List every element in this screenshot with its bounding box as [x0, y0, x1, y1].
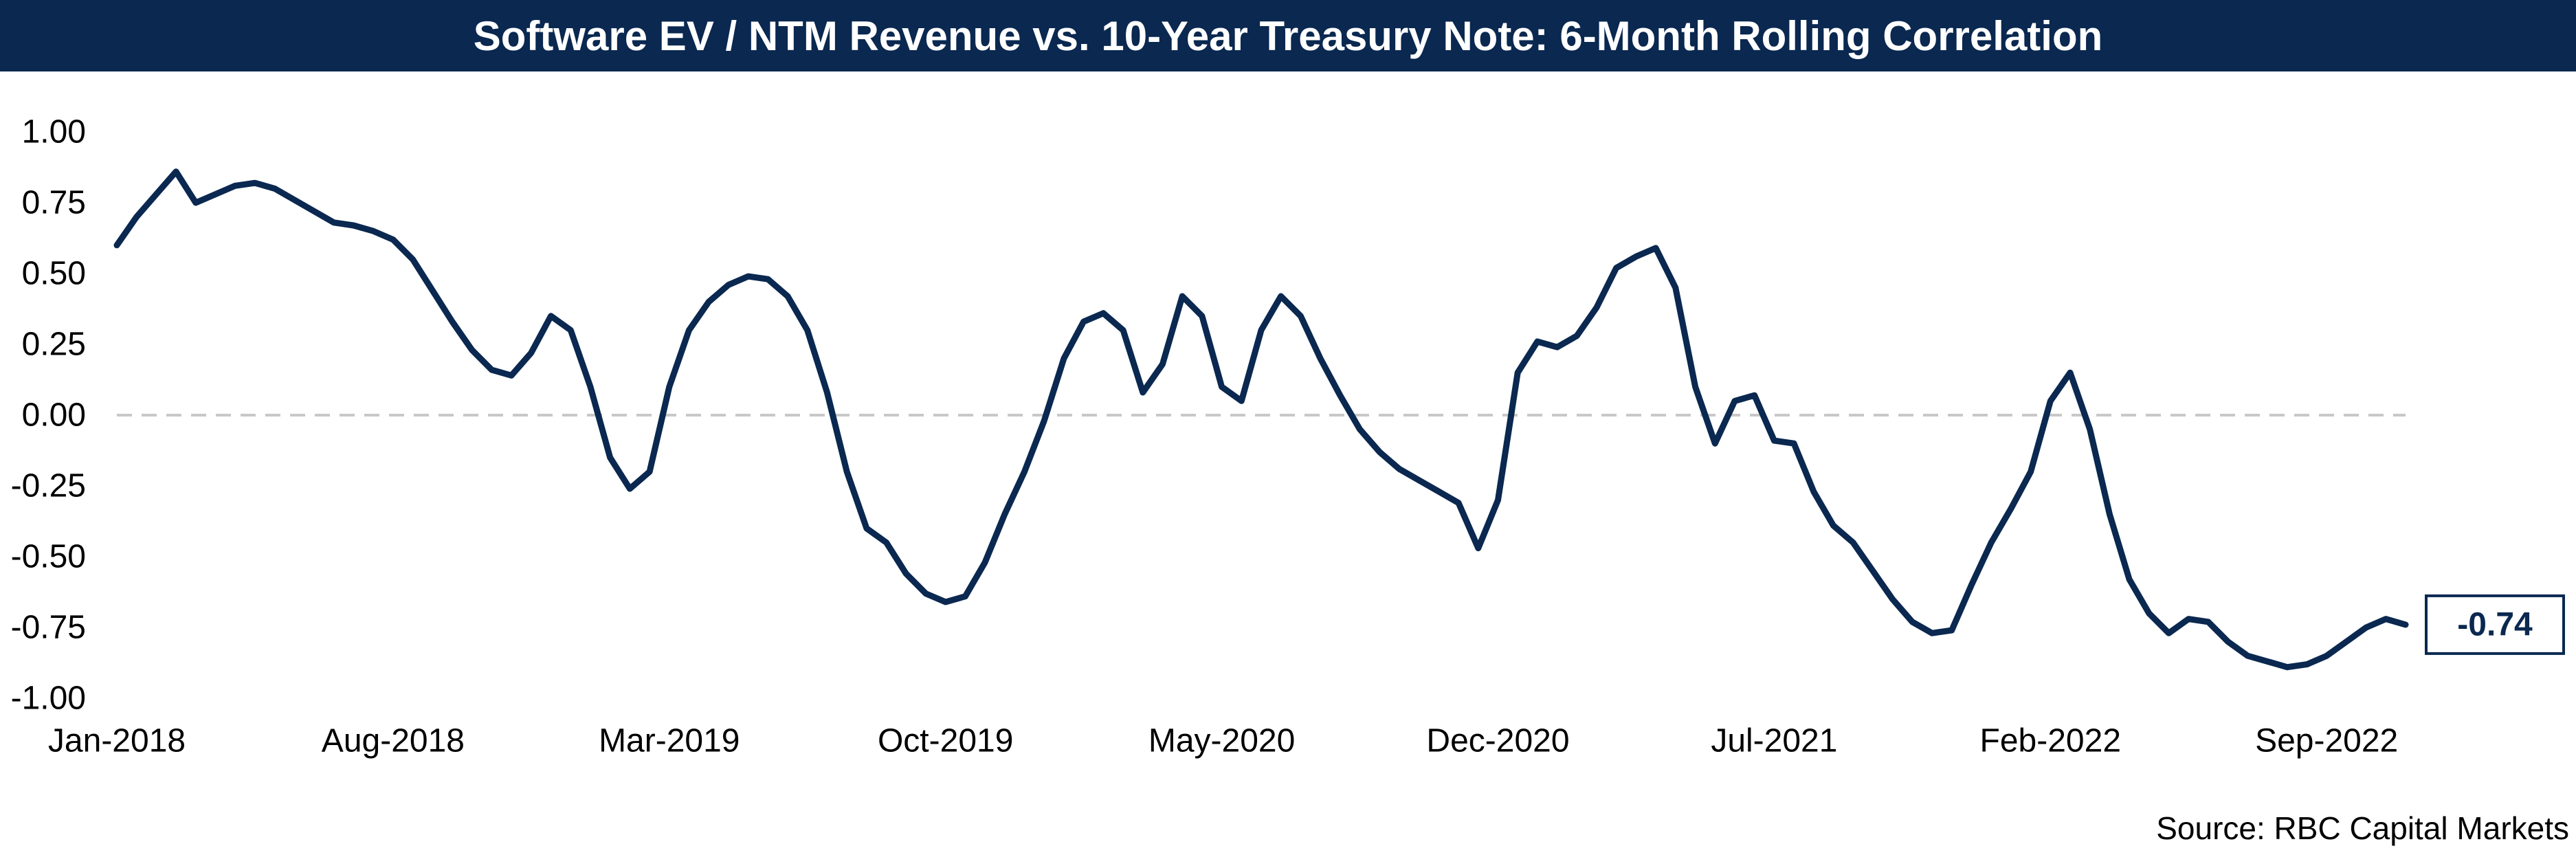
x-tick-label: Jan-2018 — [48, 723, 186, 759]
chart-title: Software EV / NTM Revenue vs. 10-Year Tr… — [473, 12, 2103, 59]
y-tick-label: 1.00 — [22, 114, 86, 151]
x-tick-label: Jul-2021 — [1711, 723, 1837, 759]
x-tick-label: Sep-2022 — [2255, 723, 2398, 759]
x-axis-ticks: Jan-2018 Aug-2018 Mar-2019 Oct-2019 May-2020… — [48, 723, 2398, 759]
source-note: Source: RBC Capital Markets — [2156, 810, 2569, 846]
y-tick-label: 0.50 — [22, 256, 86, 292]
y-tick-label: 0.00 — [22, 397, 86, 434]
end-value-label: -0.74 — [2425, 594, 2565, 655]
end-value-box — [2425, 594, 2565, 655]
y-tick-label: -0.75 — [11, 610, 86, 646]
y-tick-label: 0.75 — [22, 185, 86, 221]
x-tick-label: May-2020 — [1148, 723, 1295, 759]
x-tick-label: Aug-2018 — [322, 723, 465, 759]
correlation-line — [113, 168, 2409, 671]
end-value-text: -0.74 — [2457, 606, 2533, 643]
y-tick-label: -0.25 — [11, 468, 86, 504]
x-tick-label: Oct-2019 — [878, 723, 1013, 759]
chart-title-bar: Software EV / NTM Revenue vs. 10-Year Tr… — [0, 0, 2576, 71]
line-chart: 1.00 0.75 0.50 0.25 0.00 -0.25 -0.50 -0.75 -1.00… — [11, 114, 2565, 759]
y-tick-label: -0.50 — [11, 539, 86, 575]
x-tick-label: Mar-2019 — [599, 723, 740, 759]
x-tick-label: Dec-2020 — [1426, 723, 1569, 759]
y-tick-label: -1.00 — [11, 680, 86, 717]
y-axis-ticks: 1.00 0.75 0.50 0.25 0.00 -0.25 -0.50 -0.75 -1.00 — [11, 114, 86, 717]
x-tick-label: Feb-2022 — [1980, 723, 2121, 759]
y-tick-label: 0.25 — [22, 326, 86, 363]
